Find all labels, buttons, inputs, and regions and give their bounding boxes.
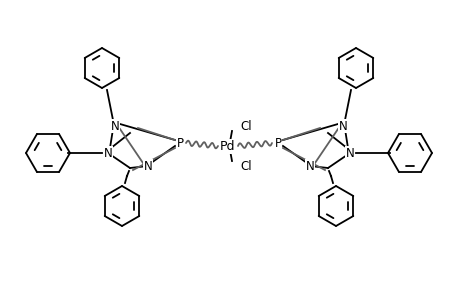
Text: N: N	[103, 146, 112, 160]
Text: N: N	[345, 146, 353, 160]
Text: P: P	[176, 136, 183, 149]
Text: N: N	[110, 119, 119, 133]
Text: Cl: Cl	[240, 119, 251, 133]
Text: Pd: Pd	[220, 140, 235, 152]
Text: N: N	[338, 119, 347, 133]
Text: N: N	[305, 160, 313, 172]
Text: Cl: Cl	[240, 160, 251, 172]
Text: N: N	[143, 160, 152, 172]
Text: P: P	[274, 136, 281, 149]
